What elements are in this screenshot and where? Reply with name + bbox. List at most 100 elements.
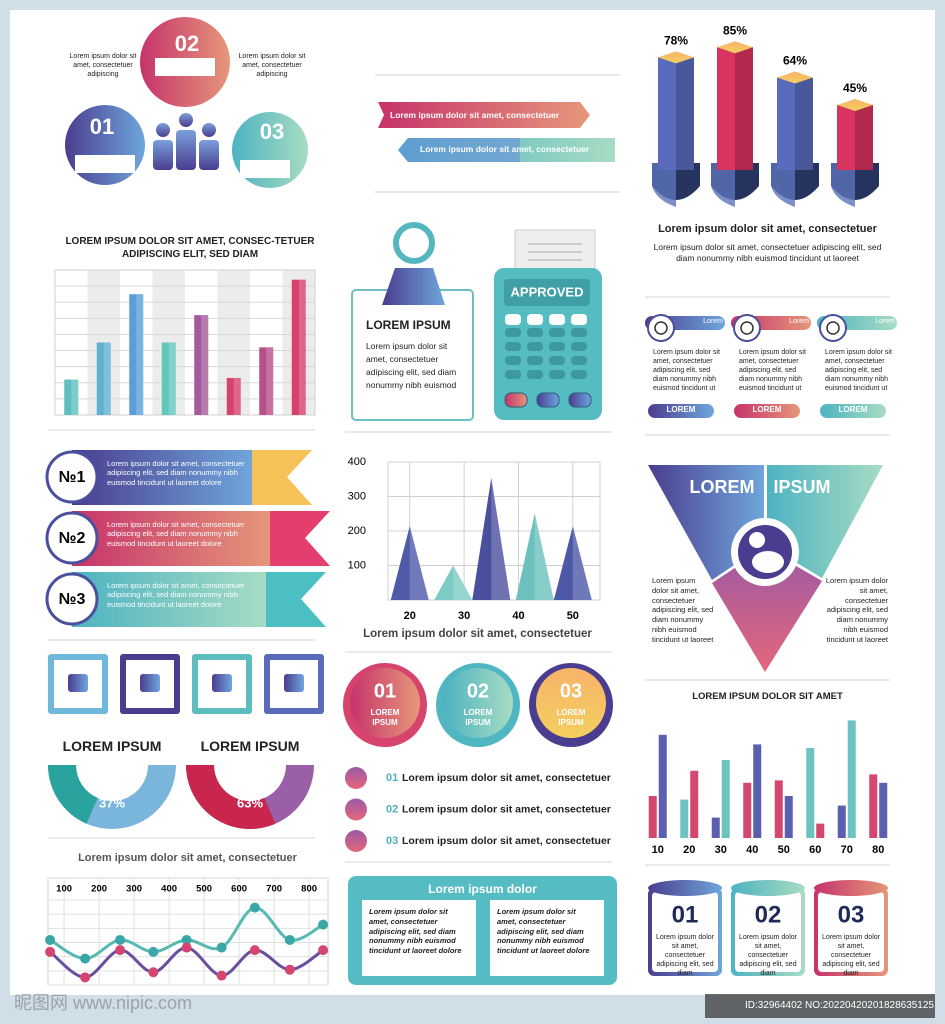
numbered-text: Lorem ipsum dolor sit amet, consectetuer…: [107, 459, 245, 487]
key: [527, 356, 543, 365]
funnel-title: LOREM: [689, 477, 755, 497]
gauge-label: 37%: [99, 795, 125, 810]
point: [148, 946, 159, 957]
y-tick-label: 300: [348, 490, 366, 502]
bar: [816, 823, 825, 838]
bar: [711, 817, 720, 838]
timer-face: [654, 321, 668, 335]
bar-top: [717, 41, 753, 54]
key: [549, 342, 565, 351]
ribbon-text: Lorem ipsum dolor sit amet, consectetuer: [390, 110, 560, 120]
timer-button-text: LOREM: [838, 405, 868, 414]
gauge-value: [48, 765, 98, 824]
bar-cup-light: [711, 163, 735, 207]
list-bullet: [345, 830, 367, 852]
icon-glyph: [140, 674, 160, 692]
bar: [259, 347, 274, 415]
icon-glyph: [284, 674, 304, 692]
person-body: [153, 140, 173, 170]
numbered-body: [72, 450, 254, 505]
badge-label: LOREM IPSUM: [556, 708, 586, 727]
timer-icon: [733, 314, 761, 342]
x-tick-label: 60: [809, 844, 821, 856]
gauge-title: LOREM IPSUM: [200, 738, 300, 754]
piggy: [752, 551, 784, 573]
bar-top: [837, 99, 873, 111]
bar: [837, 105, 873, 170]
gauge-value: [186, 765, 276, 830]
numbered-label: №1: [59, 469, 86, 486]
cylinder-inner: [735, 892, 801, 972]
x-tick-label: 800: [301, 884, 317, 895]
point: [318, 919, 329, 930]
numbered-circle: [45, 511, 99, 565]
key: [549, 356, 565, 365]
key: [505, 314, 521, 325]
person-body: [176, 130, 196, 170]
numbered-tail: [270, 511, 330, 566]
cylinder-number: 01: [672, 901, 699, 928]
badge-label: LOREM IPSUM: [463, 708, 493, 727]
text-box-column: [362, 900, 476, 976]
key: [549, 328, 565, 337]
key: [505, 356, 521, 365]
key: [527, 328, 543, 337]
triangle: [553, 526, 592, 600]
timer-tag: Lorem: [875, 318, 895, 325]
value-label: 64%: [783, 54, 807, 68]
numbered-tail: [252, 450, 312, 505]
key-action: [568, 392, 592, 408]
key: [527, 370, 543, 379]
bar-top: [777, 71, 813, 84]
triangle-shade: [534, 513, 554, 600]
list-text: Lorem ipsum dolor sit amet, consectetuer: [402, 835, 611, 847]
funnel-text: Lorem ipsum dolor sit amet, consectetuer…: [825, 576, 888, 644]
bar-top: [658, 51, 694, 64]
timer-icon: [819, 314, 847, 342]
numbered-text: Lorem ipsum dolor sit amet, consectetuer…: [107, 581, 245, 609]
bar: [774, 780, 783, 838]
x-tick-label: 400: [161, 884, 177, 895]
bar: [717, 47, 753, 170]
point: [249, 902, 260, 913]
cycle-text: Lorem ipsum dolor sit amet, consectetuer…: [238, 53, 306, 79]
bar: [753, 744, 762, 838]
bar: [226, 377, 241, 415]
triangle-shade: [572, 526, 592, 600]
point: [216, 942, 227, 953]
numbered-circle: [45, 572, 99, 626]
funnel-title: IPSUM: [773, 477, 831, 497]
cycle-number: 03: [260, 119, 284, 144]
funnel-text: Lorem ipsum dolor sit amet, consectetuer…: [652, 576, 714, 644]
timer-tag: Lorem: [789, 318, 809, 325]
clip: [382, 268, 445, 305]
x-tick-label: 200: [91, 884, 107, 895]
text-box-text: Lorem ipsum dolor sit amet, consectetuer…: [369, 907, 462, 955]
bar: [658, 57, 694, 171]
list-bullet: [345, 798, 367, 821]
key: [571, 356, 587, 365]
bar-cup-light: [831, 163, 855, 207]
bar: [96, 342, 111, 415]
point: [216, 970, 227, 981]
cylinder-inner: [652, 892, 718, 972]
x-tick-label: 50: [778, 844, 790, 856]
value-label: 45%: [843, 81, 867, 95]
ribbon-text: Lorem ipsum dolor sit amet, consectetuer: [420, 144, 590, 154]
key: [505, 370, 521, 379]
triangle-shade: [491, 477, 511, 600]
badge-number: 03: [560, 680, 582, 702]
value-label: 78%: [664, 34, 688, 48]
bar: [743, 782, 752, 838]
timer-icon: [647, 314, 675, 342]
x-tick-label: 20: [683, 844, 695, 856]
bar: [648, 796, 657, 838]
point: [80, 972, 91, 983]
bar-cup-light: [652, 163, 676, 207]
cycle-number: 02: [175, 31, 199, 56]
bar: [806, 748, 815, 838]
watermark: 昵图网 www.nipic.com: [14, 993, 193, 1013]
ribbon: [398, 138, 520, 162]
